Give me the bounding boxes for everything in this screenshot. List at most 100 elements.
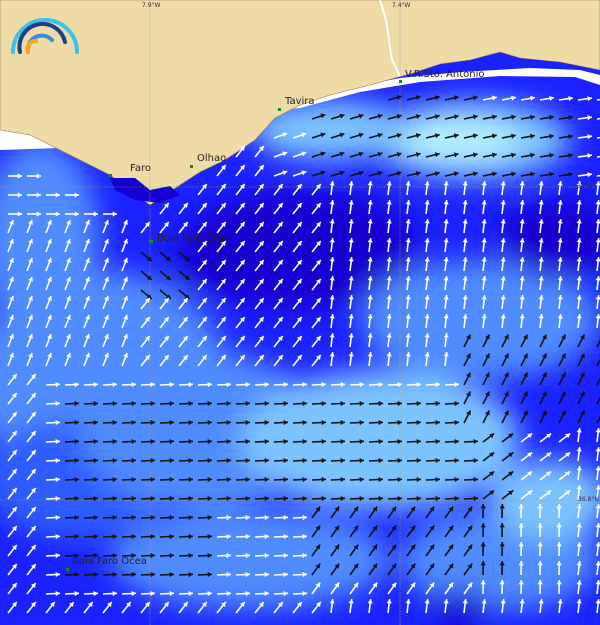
current-arrow — [197, 381, 213, 388]
current-arrow — [596, 155, 600, 158]
current-arrow — [83, 381, 99, 388]
current-arrow — [330, 170, 345, 177]
current-arrow — [45, 219, 52, 234]
current-arrow — [178, 571, 194, 578]
current-arrow — [121, 601, 132, 614]
current-arrow — [329, 257, 335, 272]
current-arrow — [235, 400, 251, 407]
current-arrow — [406, 171, 421, 177]
current-arrow — [311, 240, 322, 253]
current-arrow — [178, 400, 194, 407]
current-arrow — [481, 295, 487, 310]
current-arrow — [7, 392, 18, 405]
current-arrow — [254, 145, 265, 158]
current-arrow — [349, 113, 364, 120]
current-arrow — [443, 257, 449, 272]
current-arrow — [406, 114, 421, 120]
current-arrow — [311, 113, 326, 120]
current-arrow — [102, 381, 118, 388]
current-arrow — [121, 552, 137, 559]
current-arrow — [197, 259, 208, 272]
current-arrow — [83, 590, 99, 597]
current-arrow — [367, 257, 373, 272]
current-arrow — [311, 495, 327, 502]
current-arrow — [349, 563, 359, 576]
current-arrow — [367, 238, 373, 253]
current-arrow — [216, 533, 232, 540]
current-arrow — [64, 314, 71, 329]
current-arrow — [482, 133, 497, 139]
current-arrow — [520, 133, 535, 139]
current-arrow — [367, 295, 373, 310]
current-arrow — [499, 522, 505, 538]
current-arrow — [386, 352, 392, 367]
current-arrow — [425, 438, 441, 445]
current-arrow — [576, 485, 582, 500]
current-arrow — [83, 495, 99, 502]
current-arrow — [178, 590, 194, 597]
current-arrow — [463, 114, 478, 120]
current-arrow — [463, 476, 479, 483]
current-arrow — [311, 278, 322, 291]
current-arrow — [83, 257, 90, 272]
current-arrow — [519, 599, 525, 614]
current-arrow — [539, 372, 548, 386]
current-arrow — [7, 333, 14, 348]
current-arrow — [254, 164, 265, 177]
current-arrow — [83, 514, 99, 521]
current-arrow — [558, 152, 573, 159]
current-arrow — [102, 590, 118, 597]
current-arrow — [386, 219, 392, 234]
current-arrow — [26, 525, 37, 538]
current-arrow — [480, 541, 486, 557]
current-arrow — [140, 571, 156, 578]
current-arrow — [235, 514, 251, 521]
current-arrow — [462, 599, 468, 614]
current-arrow — [292, 354, 303, 367]
current-arrow — [556, 579, 562, 595]
current-arrow — [387, 113, 402, 120]
current-arrow — [216, 221, 227, 234]
current-arrow — [235, 278, 246, 291]
current-arrow — [311, 316, 322, 329]
current-arrow — [557, 295, 563, 310]
current-arrow — [216, 571, 232, 578]
speed-patch — [500, 200, 600, 280]
faro-lagoon — [110, 178, 180, 203]
current-arrow — [519, 257, 525, 272]
current-arrow — [539, 171, 554, 177]
current-arrow — [349, 381, 365, 388]
current-arrow — [368, 438, 384, 445]
current-arrow — [537, 560, 543, 576]
current-arrow — [235, 335, 246, 348]
current-arrow — [519, 295, 525, 310]
current-arrow — [462, 295, 468, 310]
current-arrow — [178, 221, 189, 234]
current-arrow — [387, 151, 402, 158]
speed-patch — [170, 250, 250, 290]
current-arrow — [330, 381, 346, 388]
current-arrow — [406, 457, 422, 464]
current-arrow — [330, 457, 346, 464]
current-arrow — [577, 334, 586, 348]
current-arrow — [329, 181, 335, 196]
current-arrow — [84, 211, 98, 217]
current-arrow — [577, 96, 592, 102]
current-arrow — [45, 295, 52, 310]
current-arrow — [45, 552, 61, 559]
current-arrow — [368, 113, 383, 120]
current-arrow — [558, 95, 573, 102]
current-arrow — [557, 181, 563, 196]
current-arrow — [367, 599, 373, 614]
current-arrow — [329, 295, 335, 310]
current-arrow — [273, 476, 289, 483]
current-arrow — [425, 133, 440, 139]
current-arrow — [520, 171, 535, 177]
current-arrow — [595, 200, 600, 215]
current-arrow — [520, 470, 533, 481]
current-arrow — [405, 314, 411, 329]
current-arrow — [121, 514, 137, 521]
current-arrow — [178, 289, 191, 300]
current-arrow — [26, 582, 37, 595]
